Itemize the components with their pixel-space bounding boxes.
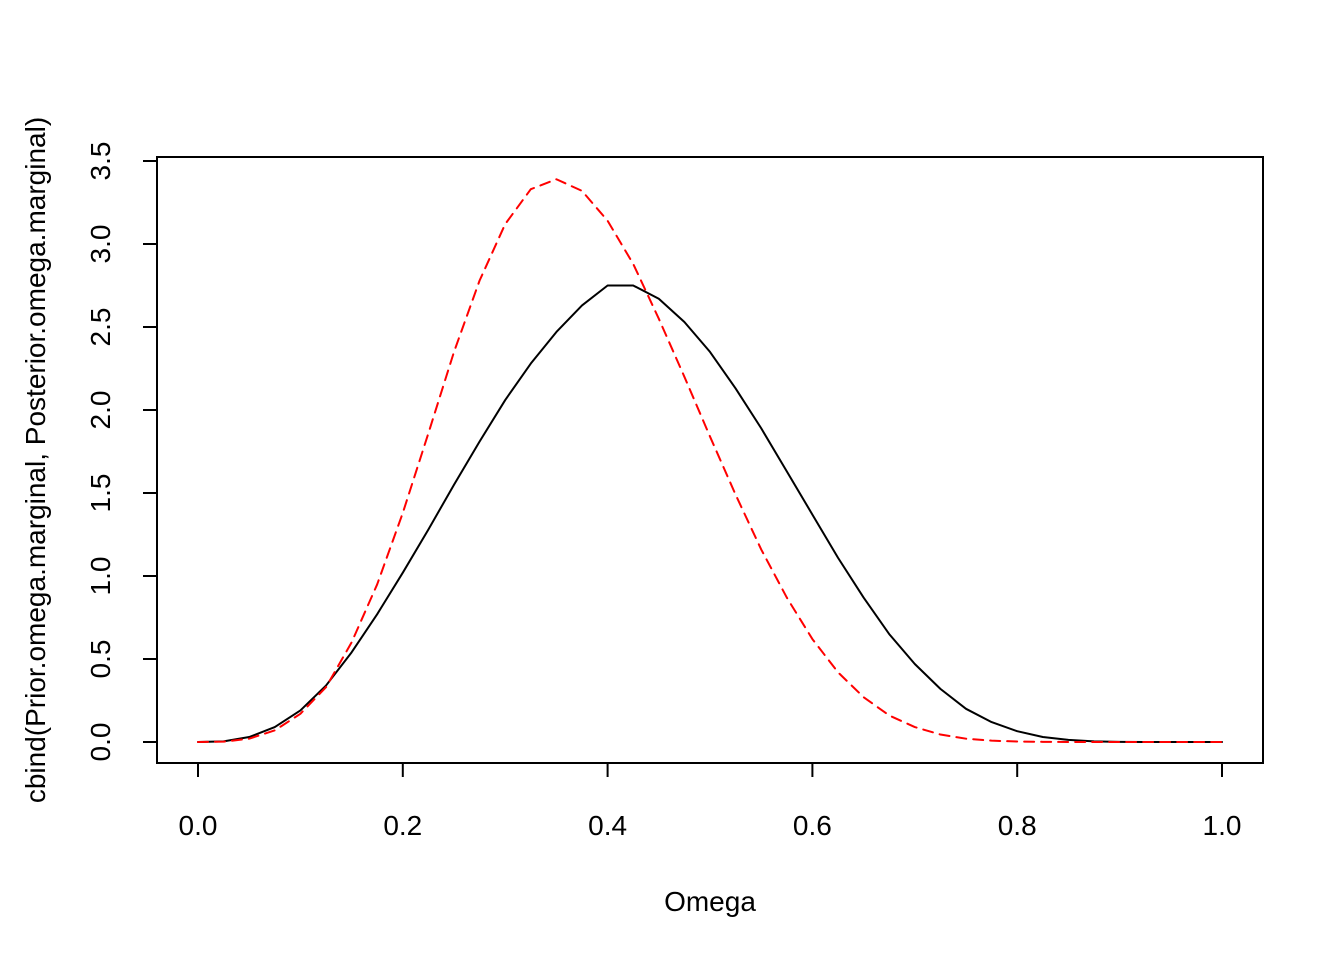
series-layer — [197, 178, 1223, 743]
plot-box — [156, 156, 1264, 764]
x-tick-label-5: 1.0 — [1203, 810, 1242, 841]
y-tick-label-7: 3.5 — [85, 142, 116, 181]
x-tick-label-2: 0.4 — [588, 810, 627, 841]
y-tick-label-1: 0.5 — [85, 640, 116, 679]
y-tick-label-4: 2.0 — [85, 391, 116, 430]
y-tick-label-6: 3.0 — [85, 225, 116, 264]
y-tick-label-0: 0.0 — [85, 723, 116, 762]
x-axis-label: Omega — [664, 886, 756, 917]
series-line-2 — [197, 178, 1223, 743]
y-tick-label-3: 1.5 — [85, 474, 116, 513]
x-tick-label-3: 0.6 — [793, 810, 832, 841]
x-axis: 0.0 0.2 0.4 0.6 0.8 1.0 — [179, 762, 1242, 841]
y-axis: 0.0 0.5 1.0 1.5 2.0 2.5 3.0 3.5 — [85, 142, 158, 762]
y-tick-label-5: 2.5 — [85, 308, 116, 347]
x-tick-label-1: 0.2 — [383, 810, 422, 841]
series-line-1 — [197, 284, 1223, 743]
y-axis-label: cbind(Prior.omega.marginal, Posterior.om… — [20, 117, 51, 803]
x-tick-label-4: 0.8 — [998, 810, 1037, 841]
x-tick-label-0: 0.0 — [179, 810, 218, 841]
y-tick-label-2: 1.0 — [85, 557, 116, 596]
